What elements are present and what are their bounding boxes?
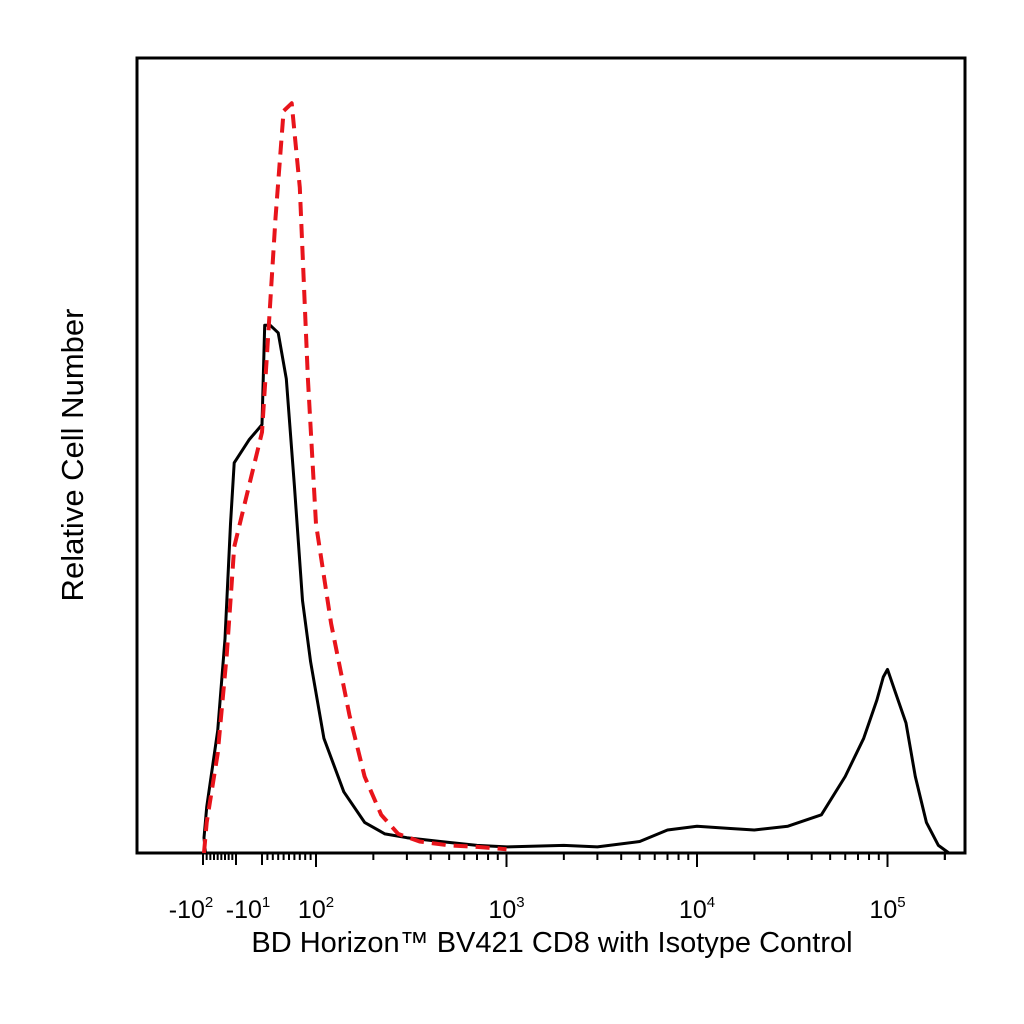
series-layer <box>202 101 950 855</box>
plot-frame <box>135 56 967 855</box>
x-axis-ticks <box>202 853 946 867</box>
x-tick-label: -102 <box>169 894 213 924</box>
x-tick-label: 103 <box>488 894 524 924</box>
x-tick-label: 104 <box>679 894 715 924</box>
series-line-isotype-dashed <box>202 101 507 854</box>
series-line-cd8-solid <box>202 323 950 855</box>
x-tick-labels: -102 -101 102 103 104 105 <box>169 894 906 924</box>
x-tick-label: -101 <box>226 894 270 924</box>
x-tick-label: 102 <box>298 894 334 924</box>
x-tick-label: 105 <box>869 894 905 924</box>
x-axis-label: BD Horizon™ BV421 CD8 with Isotype Contr… <box>251 927 852 959</box>
y-axis-label: Relative Cell Number <box>55 309 90 602</box>
